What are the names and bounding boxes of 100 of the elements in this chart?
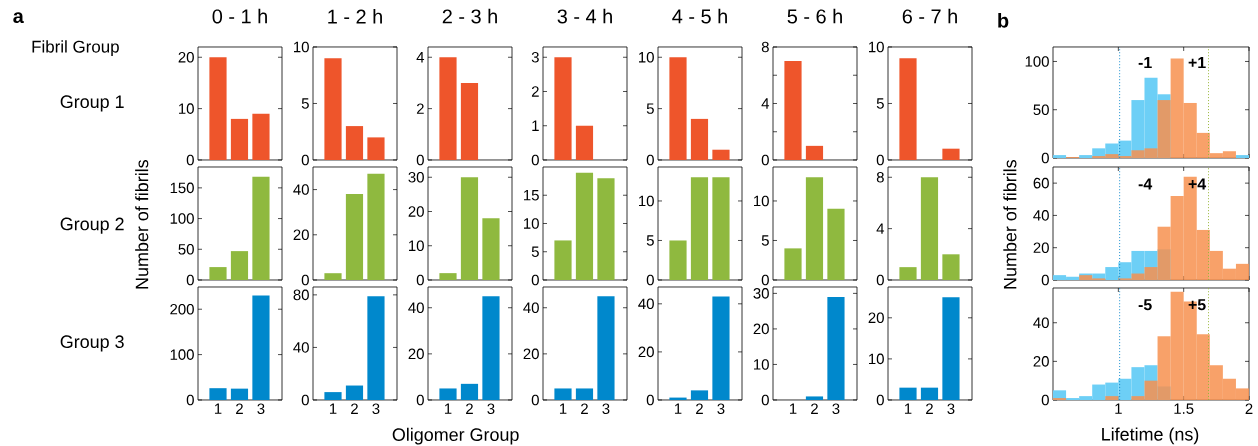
annotation: -4 (1138, 178, 1153, 190)
y-tick-label: 20 (408, 206, 424, 217)
x-tick-label: 2 (236, 403, 243, 414)
y-tick-label: 0 (761, 394, 769, 406)
text: b (998, 13, 1009, 28)
annotation: +4 (1188, 178, 1207, 190)
x-tick-label: 1 (214, 403, 222, 414)
y-tick-label: 100 (1025, 56, 1049, 67)
x-tick-label: 3 (947, 403, 955, 415)
chart-title: 5 - 6 h (787, 8, 842, 24)
y-tick-label: 0 (186, 154, 194, 166)
x-tick-label: 1 (559, 403, 567, 414)
text: Group 3 (60, 335, 124, 352)
y-tick-label: 5 (876, 98, 884, 109)
y-tick-label: 0 (186, 394, 194, 406)
y-tick-label: 0 (416, 274, 424, 286)
y-tick-label: 0 (416, 154, 424, 166)
x-tick-label: 3 (372, 403, 380, 415)
y-tick-label: 0 (301, 154, 309, 166)
annotation: -1 (1138, 57, 1152, 69)
y-tick-label: 10 (639, 195, 654, 207)
y-tick-label: 0 (876, 394, 884, 406)
y-axis-title: Number of fibrils (1003, 160, 1017, 289)
chart-title: 3 - 4 h (557, 8, 612, 24)
x-tick-label: 2 (466, 403, 473, 414)
y-tick-label: 10 (869, 41, 884, 53)
y-tick-label: 40 (638, 298, 654, 310)
text: Group 1 (60, 95, 124, 112)
y-tick-label: 10 (409, 240, 424, 252)
x-tick-label: 1 (329, 403, 337, 414)
y-tick-label: 5 (761, 235, 769, 246)
y-tick-label: 5 (646, 235, 654, 246)
y-tick-label: 4 (416, 52, 425, 63)
x-tick-label: 2 (811, 403, 818, 414)
y-tick-label: 80 (293, 289, 309, 301)
x-tick-label: 3 (257, 403, 265, 415)
y-tick-label: 0 (761, 274, 769, 286)
y-tick-label: 2 (531, 86, 539, 97)
y-tick-label: 2 (416, 103, 424, 114)
annotation: +5 (1188, 299, 1206, 311)
y-tick-label: 10 (869, 353, 884, 365)
y-tick-label: 0 (301, 274, 309, 286)
y-tick-label: 0 (876, 274, 884, 286)
x-tick-label: 1 (1115, 403, 1122, 414)
y-tick-label: 5 (301, 98, 309, 109)
y-tick-label: 40 (408, 302, 424, 314)
y-tick-label: 10 (179, 103, 194, 114)
y-tick-label: 0 (876, 154, 884, 166)
x-tick-label: 1.5 (1174, 403, 1194, 414)
y-tick-label: 0 (646, 394, 654, 406)
y-tick-label: 10 (754, 359, 769, 370)
y-tick-label: 30 (753, 288, 769, 299)
y-tick-label: 40 (1033, 317, 1049, 329)
y-tick-label: 0 (301, 394, 309, 406)
y-tick-label: 20 (408, 348, 424, 360)
x-axis-title: Oligomer Group (392, 427, 519, 445)
y-tick-label: 8 (876, 171, 884, 183)
chart-title: 6 - 7 h (902, 8, 957, 24)
y-tick-label: 15 (524, 190, 539, 201)
y-tick-label: 200 (170, 303, 194, 315)
y-tick-label: 0 (1041, 394, 1049, 406)
chart-title: 4 - 5 h (672, 8, 727, 24)
text: Group 2 (60, 217, 124, 234)
y-tick-label: 0 (761, 154, 769, 166)
y-tick-label: 4 (761, 98, 770, 109)
y-tick-label: 0 (531, 394, 539, 406)
x-tick-label: 3 (602, 403, 610, 415)
x-tick-label: 1 (444, 403, 452, 414)
y-tick-label: 0 (646, 154, 654, 166)
x-axis-title: Lifetime (ns) (1102, 427, 1199, 445)
y-tick-label: 10 (639, 51, 654, 63)
y-tick-label: 100 (170, 349, 194, 360)
y-tick-label: 3 (531, 51, 539, 63)
y-tick-label: 20 (1033, 356, 1049, 367)
y-tick-label: 0 (186, 274, 194, 286)
chart-title: 1 - 2 h (328, 9, 382, 24)
y-tick-label: 40 (523, 302, 539, 314)
y-tick-label: 5 (646, 103, 654, 114)
y-tick-label: 0 (646, 274, 654, 286)
y-tick-label: 1 (532, 120, 539, 131)
y-tick-label: 50 (1033, 104, 1049, 116)
y-tick-label: 20 (868, 312, 884, 324)
y-tick-label: 30 (408, 171, 424, 183)
x-tick-label: 2 (351, 403, 358, 414)
y-tick-label: 0 (531, 154, 539, 166)
x-tick-label: 2 (696, 403, 703, 414)
text: Fibril Group (32, 40, 119, 57)
x-tick-label: 1 (904, 403, 912, 414)
y-tick-label: 4 (876, 223, 885, 234)
y-tick-label: 20 (753, 323, 769, 335)
y-tick-label: 40 (293, 342, 309, 353)
y-tick-label: 20 (523, 348, 539, 360)
x-tick-label: 3 (832, 403, 840, 415)
y-tick-label: 60 (1033, 177, 1049, 189)
annotation: +1 (1188, 57, 1206, 69)
x-tick-label: 2 (581, 403, 588, 414)
y-tick-label: 0 (416, 394, 424, 406)
x-tick-label: 3 (717, 403, 725, 415)
y-tick-label: 20 (293, 229, 309, 241)
y-tick-label: 10 (524, 218, 539, 229)
